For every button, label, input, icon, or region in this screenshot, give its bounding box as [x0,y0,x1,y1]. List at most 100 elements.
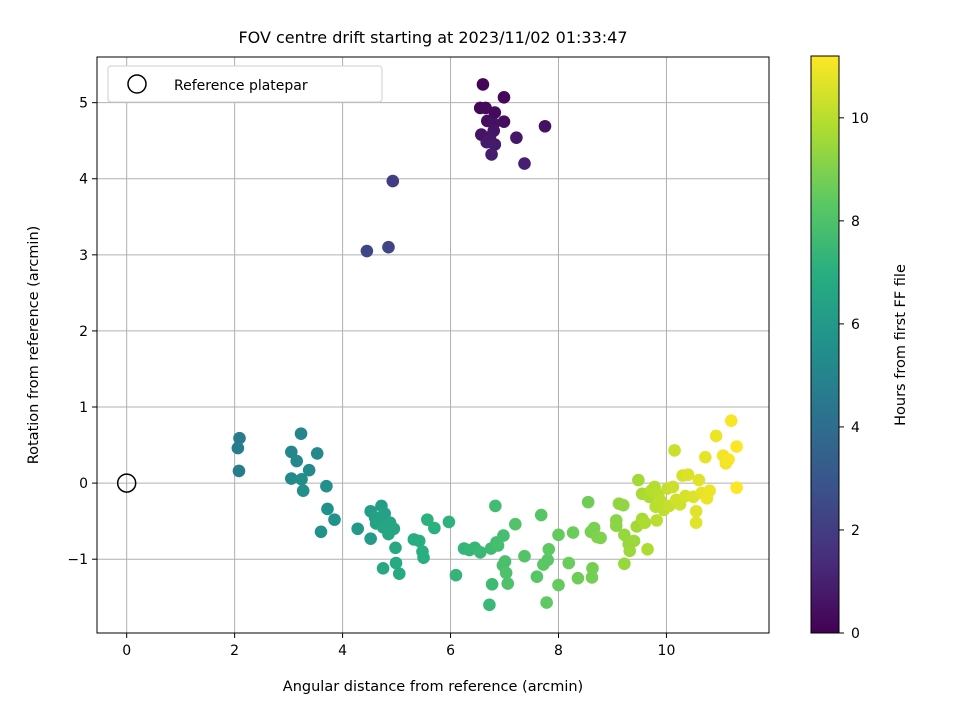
scatter-point [668,444,681,457]
scatter-point [376,562,390,575]
scatter-point [285,472,298,485]
colorbar-tick-label: 0 [851,626,860,642]
scatter-point [321,502,334,516]
legend: Reference platepar [107,65,383,103]
scatter-point [497,91,511,104]
scatter-point [534,508,548,522]
y-tick-label: 0 [79,476,88,492]
reference-platepar-marker [116,473,137,493]
scatter-point [730,440,743,453]
colorbar-frame [810,55,840,634]
scatter-points [231,78,743,612]
scatter-point [476,78,490,91]
scatter-point [389,556,403,570]
scatter-point [382,240,395,254]
scatter-point [509,517,522,531]
legend-box [107,65,383,103]
colorbar-gradient [811,56,839,633]
scatter-point [518,549,531,563]
scatter-point [488,106,502,119]
chart-title: FOV centre drift starting at 2023/11/02 … [238,28,627,47]
y-tick-label: 5 [79,96,88,112]
scatter-point [485,578,499,591]
scatter-point [320,479,333,493]
scatter-point [616,498,630,512]
scatter-point [497,529,510,542]
scatter-point [632,473,645,487]
scatter-point [510,131,523,144]
y-tick-label: 3 [79,248,88,264]
scatter-point [709,429,723,443]
scatter-point [310,447,324,460]
scatter-point [627,534,641,548]
scatter-point [442,515,456,529]
plot-frame [96,56,770,634]
plot-area: 0 2 4 6 8 10 −1 0 1 2 3 4 5 [67,56,770,659]
scatter-point [681,468,695,482]
scatter-point [562,556,576,570]
scatter-point [233,431,246,445]
scatter-point [378,507,391,520]
scatter-point [491,539,505,552]
scatter-point [623,544,637,558]
scatter-point [488,138,502,151]
scatter-point [392,567,406,580]
scatter-point [499,566,513,580]
x-tick-label: 0 [122,643,131,659]
scatter-point [417,551,430,564]
scatter-point [328,513,341,526]
scatter-point [382,527,395,541]
scatter-point [703,484,716,498]
scatter-point [412,534,426,548]
scatter-point [586,562,599,575]
scatter-point [541,553,554,567]
scatter-point [724,414,738,428]
scatter-point [722,453,735,466]
scatter-point [666,480,680,494]
x-tick-label: 8 [554,643,563,659]
y-tick-label: 2 [79,324,88,340]
scatter-point [294,427,308,440]
scatter-point [351,522,365,536]
scatter-point [449,568,463,582]
scatter-point [498,555,512,568]
colorbar-tick-label: 6 [851,317,860,333]
scatter-point [364,532,377,545]
x-axis-ticks: 0 2 4 6 8 10 [122,633,675,659]
scatter-point [540,596,553,609]
scatter-point [485,148,498,161]
grid [97,57,769,633]
scatter-point [483,598,496,612]
y-axis-label: Rotation from reference (arcmin) [26,226,42,465]
colorbar-tick-label: 10 [851,111,869,127]
colorbar-tick-label: 8 [851,214,860,230]
scatter-point [473,546,487,559]
scatter-point [232,464,246,478]
scatter-point [285,445,298,459]
scatter-point [581,495,595,509]
scatter-point [689,504,703,518]
scatter-point [650,514,664,527]
scatter-point [566,526,580,539]
x-tick-label: 2 [230,643,239,659]
colorbar: 0 2 4 6 8 10 Hours from first FF file [810,55,909,642]
colorbar-tick-label: 2 [851,523,860,539]
scatter-point [231,441,245,455]
y-tick-label: 4 [79,172,88,188]
y-tick-label: 1 [79,400,88,416]
scatter-point [689,516,703,529]
scatter-point [552,528,565,542]
scatter-point [618,557,631,571]
scatter-point [421,513,434,526]
x-tick-label: 6 [446,643,455,659]
legend-marker-reference-icon [127,74,147,94]
scatter-point [296,484,310,498]
scatter-point [641,543,654,556]
scatter-point [730,481,743,494]
scatter-point [501,577,515,590]
colorbar-label: Hours from first FF file [893,264,909,426]
scatter-point [518,157,531,170]
scatter-point [360,244,374,258]
scatter-point [609,519,623,533]
